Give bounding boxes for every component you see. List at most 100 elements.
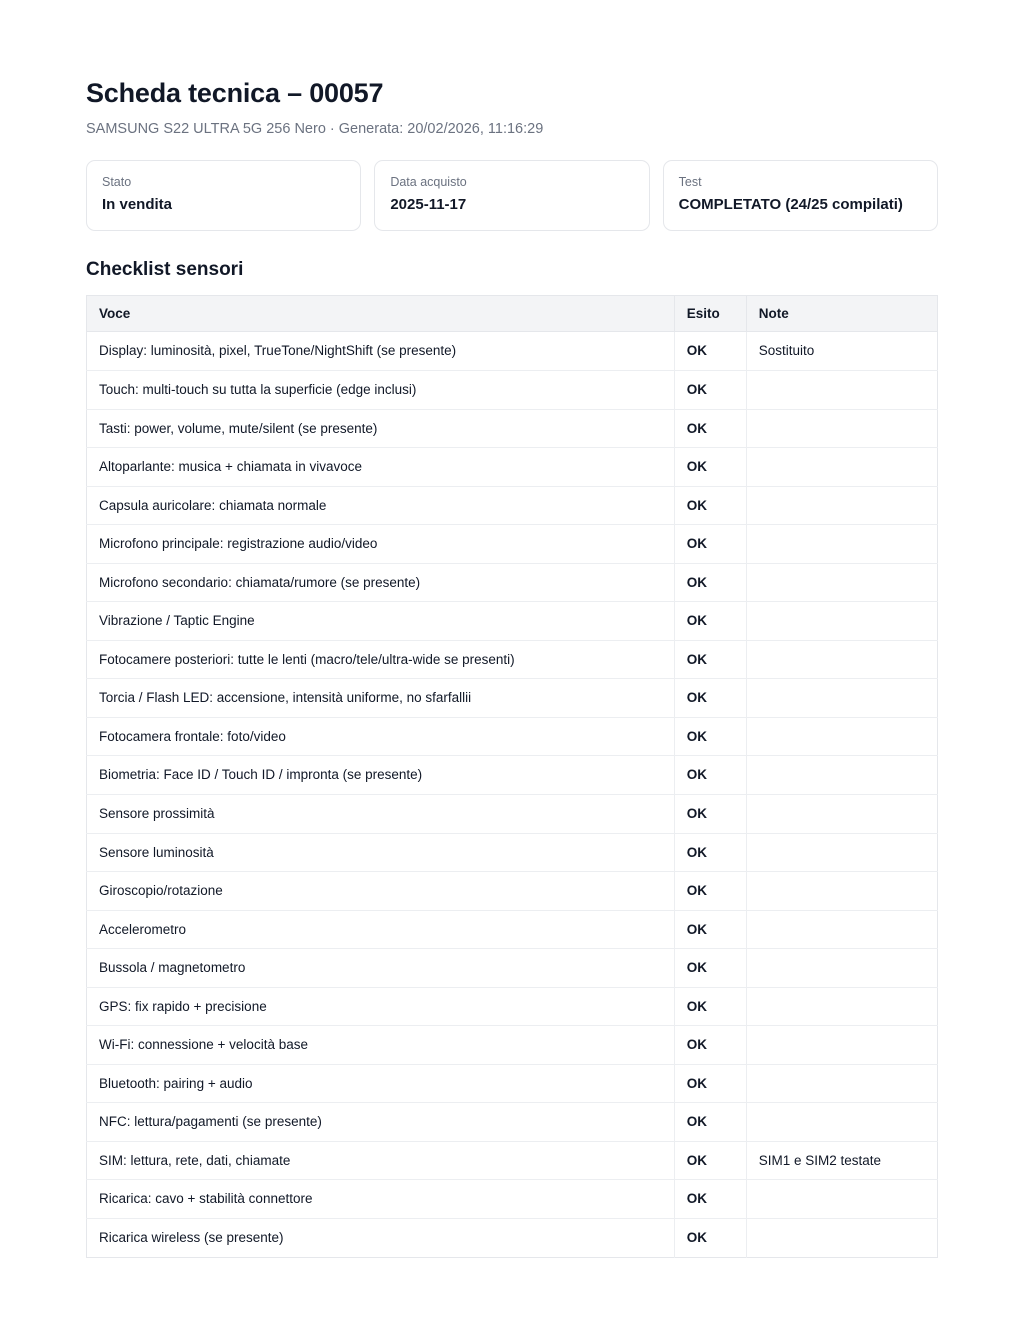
table-row: Bluetooth: pairing + audio OK	[86, 1064, 938, 1104]
table-row: Touch: multi-touch su tutta la superfici…	[86, 370, 938, 410]
page-title: Scheda tecnica – 00057	[86, 78, 384, 108]
summary-card-data-acquisto: Data acquisto 2025-11-17	[374, 159, 650, 231]
table-row: Sensore luminosità OK	[86, 833, 938, 873]
cell-esito: OK	[674, 447, 747, 487]
checklist-table: Voce Esito Note Display: luminosità, pix…	[86, 295, 938, 1258]
cell-note	[746, 794, 938, 834]
column-header-note: Note	[746, 295, 938, 333]
cell-note	[746, 447, 938, 487]
cell-note	[746, 1179, 938, 1220]
cell-voce: Bluetooth: pairing + audio	[86, 1064, 675, 1104]
cell-note	[746, 640, 938, 680]
cell-note	[746, 717, 938, 757]
table-header-row: Voce Esito Note	[86, 295, 938, 333]
cell-note	[746, 910, 938, 950]
cell-note: SIM1 e SIM2 testate	[746, 1141, 938, 1181]
cell-voce: Wi-Fi: connessione + velocità base	[86, 1025, 675, 1065]
cell-esito: OK	[674, 871, 747, 911]
column-header-esito: Esito	[674, 295, 747, 333]
cell-esito: OK	[674, 601, 747, 641]
table-row: NFC: lettura/pagamenti (se presente) OK	[86, 1102, 938, 1142]
summary-card-test-value: COMPLETATO (24/25 compilati)	[678, 196, 903, 214]
cell-voce: Vibrazione / Taptic Engine	[86, 601, 675, 641]
summary-card-stato-value: In vendita	[102, 196, 173, 214]
cell-voce: Sensore luminosità	[86, 833, 675, 873]
cell-voce: Fotocamera frontale: foto/video	[86, 717, 675, 757]
table-row: Accelerometro OK	[86, 910, 938, 950]
cell-voce: Fotocamere posteriori: tutte le lenti (m…	[86, 640, 675, 680]
table-row: Tasti: power, volume, mute/silent (se pr…	[86, 409, 938, 449]
cell-note	[746, 409, 938, 449]
cell-esito: OK	[674, 1179, 747, 1220]
cell-esito: OK	[674, 331, 747, 371]
cell-esito: OK	[674, 1064, 747, 1104]
summary-card-test-label: Test	[678, 174, 702, 189]
table-row: Altoparlante: musica + chiamata in vivav…	[86, 447, 938, 487]
cell-esito: OK	[674, 794, 747, 834]
cell-esito: OK	[674, 833, 747, 873]
cell-note	[746, 871, 938, 911]
cell-esito: OK	[674, 1141, 747, 1181]
cell-esito: OK	[674, 370, 747, 410]
cell-note	[746, 563, 938, 603]
cell-esito: OK	[674, 524, 747, 564]
cell-voce: Ricarica wireless (se presente)	[86, 1218, 675, 1258]
cell-esito: OK	[674, 640, 747, 680]
cell-voce: Tasti: power, volume, mute/silent (se pr…	[86, 409, 675, 449]
table-row: Biometria: Face ID / Touch ID / impronta…	[86, 755, 938, 795]
cell-note	[746, 370, 938, 410]
cell-esito: OK	[674, 755, 747, 795]
cell-voce: Touch: multi-touch su tutta la superfici…	[86, 370, 675, 410]
cell-note	[746, 1025, 938, 1065]
cell-esito: OK	[674, 1218, 747, 1258]
cell-voce: Altoparlante: musica + chiamata in vivav…	[86, 447, 675, 487]
table-row: Wi-Fi: connessione + velocità base OK	[86, 1025, 938, 1065]
checklist-table-head: Voce Esito Note	[86, 295, 938, 333]
cell-esito: OK	[674, 987, 747, 1027]
cell-esito: OK	[674, 563, 747, 603]
table-row: GPS: fix rapido + precisione OK	[86, 987, 938, 1027]
cell-note	[746, 486, 938, 526]
cell-voce: Giroscopio/rotazione	[86, 871, 675, 911]
cell-note: Sostituito	[746, 331, 938, 371]
cell-voce: Biometria: Face ID / Touch ID / impronta…	[86, 755, 675, 795]
summary-cards: Stato In vendita Data acquisto 2025-11-1…	[86, 159, 938, 231]
cell-esito: OK	[674, 1102, 747, 1142]
cell-note	[746, 1219, 937, 1258]
cell-voce: SIM: lettura, rete, dati, chiamate	[86, 1141, 675, 1181]
cell-esito: OK	[674, 717, 747, 757]
cell-voce: Capsula auricolare: chiamata normale	[86, 486, 675, 526]
cell-note	[746, 755, 938, 795]
table-row: Microfono principale: registrazione audi…	[86, 524, 938, 564]
summary-card-test: Test COMPLETATO (24/25 compilati)	[662, 159, 938, 231]
cell-esito: OK	[674, 948, 747, 988]
cell-esito: OK	[674, 910, 747, 950]
cell-voce: Display: luminosità, pixel, TrueTone/Nig…	[86, 331, 675, 371]
cell-note	[746, 1064, 938, 1104]
cell-voce: Sensore prossimità	[86, 794, 675, 834]
table-row: Torcia / Flash LED: accensione, intensit…	[86, 678, 938, 718]
cell-esito: OK	[674, 678, 747, 718]
cell-esito: OK	[674, 486, 747, 526]
cell-note	[746, 524, 938, 564]
cell-note	[746, 678, 938, 718]
cell-voce: Bussola / magnetometro	[86, 948, 675, 988]
table-row: Display: luminosità, pixel, TrueTone/Nig…	[86, 331, 938, 371]
cell-esito: OK	[674, 1025, 747, 1065]
cell-note	[746, 1102, 938, 1142]
cell-voce: Microfono principale: registrazione audi…	[86, 524, 675, 564]
summary-card-stato-label: Stato	[102, 174, 132, 189]
cell-note	[746, 601, 938, 641]
cell-voce: Microfono secondario: chiamata/rumore (s…	[86, 563, 675, 603]
cell-voce: Ricarica: cavo + stabilità connettore	[86, 1179, 675, 1220]
cell-note	[746, 987, 938, 1027]
summary-card-stato: Stato In vendita	[86, 159, 362, 231]
section-heading-checklist: Checklist sensori	[86, 258, 244, 280]
table-row: Fotocamera frontale: foto/video OK	[86, 717, 938, 757]
table-row: Vibrazione / Taptic Engine OK	[86, 601, 938, 641]
table-row: Giroscopio/rotazione OK	[86, 871, 938, 911]
table-row: Ricarica wireless (se presente) OK	[86, 1218, 938, 1258]
table-row: Fotocamere posteriori: tutte le lenti (m…	[86, 640, 938, 680]
table-row: Ricarica: cavo + stabilità connettore OK	[86, 1179, 938, 1220]
checklist-table-body: Display: luminosità, pixel, TrueTone/Nig…	[86, 331, 938, 1258]
